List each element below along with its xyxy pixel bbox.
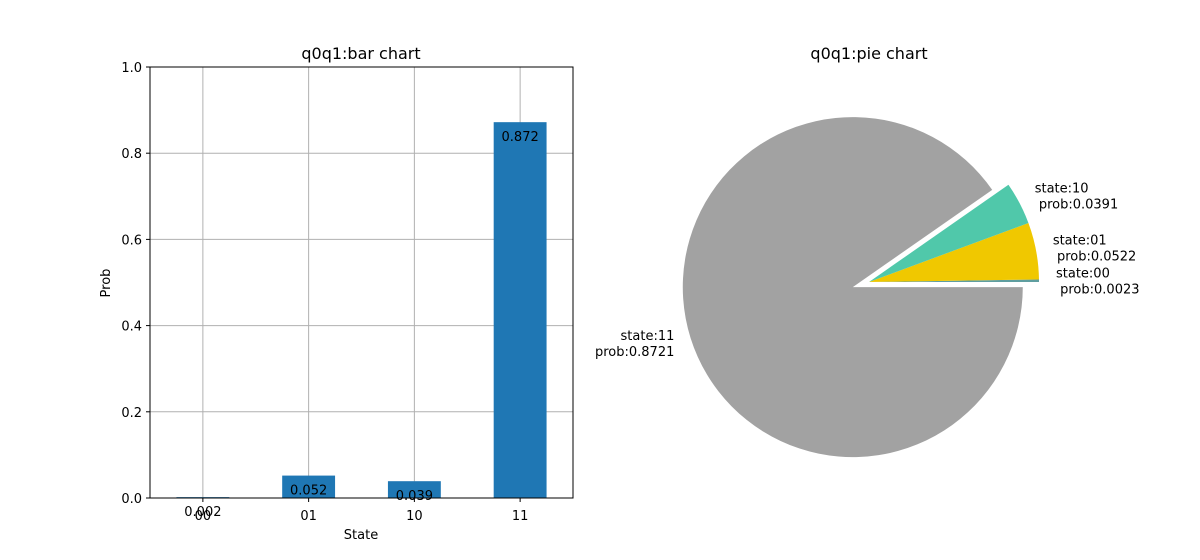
bar-chart-y-tick-label: 0.6 [121, 233, 142, 248]
pie-chart: q0q1:pie chart state:00 prob:0.0023state… [591, 44, 1140, 458]
bar-chart-x-axis-label: State [344, 528, 378, 543]
bar-data-label-01: 0.052 [290, 484, 327, 499]
bar-data-label-10: 0.039 [396, 489, 433, 504]
bar-chart-y-axis-label: Prob [99, 269, 114, 298]
bar-chart-x-tick-label: 01 [300, 509, 317, 524]
pie-slice-01 [869, 222, 1039, 282]
pie-slice-11 [682, 117, 1023, 458]
bar-chart-x-tick-label: 00 [195, 509, 212, 524]
pie-slice-00 [869, 279, 1039, 282]
pie-label-11: state:11 prob:0.8721 [591, 329, 675, 360]
pie-slice-10 [869, 184, 1029, 282]
bar-chart-y-ticks: 0.0 0.2 0.4 0.6 0.8 1.0 [121, 61, 150, 507]
pie-chart-title: q0q1:pie chart [810, 44, 927, 63]
bar-chart-x-tick-label: 10 [406, 509, 423, 524]
bar-10 [387, 481, 441, 498]
bar-01 [282, 475, 336, 498]
bar-chart-x-tick-label: 11 [512, 509, 529, 524]
bar-chart-y-tick-label: 0.8 [121, 147, 142, 162]
bar-chart-axes-frame [149, 66, 574, 499]
pie-label-00: state:00 prob:0.0023 [1056, 267, 1140, 298]
pie-chart-slices [682, 117, 1039, 458]
bar-chart-x-ticks: 00 01 10 11 [195, 498, 529, 524]
bar-chart-y-tick-label: 0.4 [121, 320, 142, 335]
bar-chart-y-tick-label: 0.0 [121, 492, 142, 507]
bar-data-label-00: 0.002 [184, 505, 221, 520]
pie-label-01: state:01 prob:0.0522 [1053, 234, 1137, 265]
pie-label-10: state:10 prob:0.0391 [1035, 181, 1119, 212]
bar-chart-y-tick-label: 1.0 [121, 61, 142, 76]
bar-chart-data-labels: 0.002 0.052 0.039 0.872 [184, 130, 538, 520]
bar-data-label-11: 0.872 [502, 130, 539, 145]
bar-chart-title: q0q1:bar chart [301, 44, 420, 63]
bar-chart-bars [176, 122, 547, 498]
bar-chart-y-tick-label: 0.2 [121, 406, 142, 421]
bar-11 [493, 122, 547, 498]
